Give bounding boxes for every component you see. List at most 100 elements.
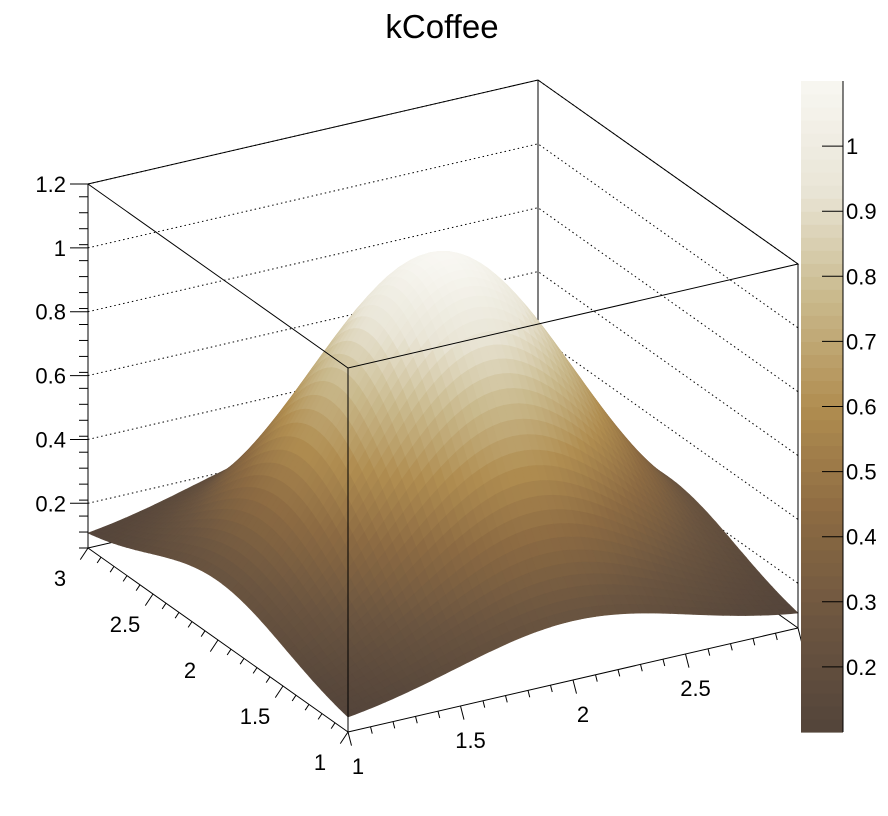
y-tick (330, 722, 336, 729)
y-tick (122, 575, 128, 582)
colorbar-band (801, 640, 843, 655)
z-gridline (87, 271, 799, 456)
colorbar-band (801, 159, 843, 173)
x-tick (685, 653, 690, 668)
x-tick-label: 1 (352, 754, 364, 779)
colorbar-band (801, 406, 843, 421)
colorbar-band (801, 224, 843, 238)
x-tick (482, 700, 486, 708)
colorbar-band (801, 211, 843, 225)
y-axis: 1 1.5 2 2.5 3 (54, 547, 349, 775)
colorbar-band (801, 393, 843, 408)
y-tick-label: 1.5 (240, 704, 271, 729)
colorbar-band (801, 302, 843, 316)
colorbar-band (801, 328, 843, 342)
y-tick (209, 639, 219, 652)
colorbar-tick-label: 0.3 (846, 590, 877, 615)
z-tick-label: 1 (54, 236, 66, 261)
y-tick (135, 584, 141, 591)
x-tick (572, 679, 577, 694)
y-tick (317, 713, 323, 720)
x-tick (437, 711, 441, 719)
colorbar-band (801, 120, 843, 134)
colorbar-band (801, 107, 843, 121)
y-tick (291, 694, 297, 702)
colorbar-band (801, 237, 843, 251)
colorbar-band (801, 146, 843, 160)
x-tick (640, 664, 643, 672)
x-tick (505, 695, 508, 703)
z-gridline (87, 79, 799, 265)
x-tick (797, 627, 802, 642)
colorbar-band (801, 198, 843, 212)
x-tick (415, 716, 418, 724)
x-tick-label: 2 (577, 702, 589, 727)
colorbar-tick-label: 0.6 (846, 395, 877, 420)
y-tick (339, 731, 349, 744)
colorbar-band (801, 250, 843, 264)
colorbar-band (801, 445, 843, 460)
y-tick-label: 2.5 (110, 612, 141, 637)
x-tick (775, 633, 778, 641)
chart-title: kCoffee (385, 8, 499, 45)
y-tick (109, 566, 115, 573)
colorbar-band (801, 692, 843, 707)
y-tick (174, 612, 180, 619)
z-gridline (87, 334, 799, 520)
y-tick (265, 676, 271, 683)
colorbar-tick-label: 0.2 (846, 655, 877, 680)
z-tick-label: 0.6 (35, 364, 66, 389)
x-tick (730, 643, 733, 651)
colorbar-band (801, 549, 843, 564)
y-tick-label: 1 (314, 750, 326, 775)
y-tick-label: 2 (184, 658, 196, 683)
colorbar-tick-label: 0.9 (846, 199, 877, 224)
colorbar-band (801, 588, 843, 603)
colorbar-band (801, 614, 843, 629)
x-tick (460, 705, 465, 720)
y-tick (96, 556, 102, 564)
colorbar-band (801, 341, 843, 355)
colorbar-tick-label: 0.5 (846, 460, 877, 485)
colorbar-band (801, 458, 843, 473)
x-tick (707, 648, 711, 656)
x-tick (617, 669, 621, 677)
y-tick (79, 547, 89, 560)
x-tick (752, 638, 756, 646)
y-tick (274, 685, 284, 698)
x-tick (662, 659, 666, 667)
colorbar-band (801, 419, 843, 434)
x-tick (527, 690, 531, 698)
y-tick (200, 630, 206, 637)
colorbar-band (801, 536, 843, 551)
colorbar-tick-label: 0.4 (846, 525, 877, 550)
y-tick (187, 621, 193, 628)
colorbar-band (801, 706, 843, 720)
colorbar-band (801, 263, 843, 277)
colorbar-band (801, 172, 843, 186)
colorbar-band (801, 484, 843, 499)
y-tick-label: 3 (54, 566, 66, 591)
z-tick-label: 0.8 (35, 300, 66, 325)
colorbar-band (801, 719, 843, 733)
colorbar-band (801, 523, 843, 538)
z-gridline (87, 143, 799, 329)
colorbar-band (801, 575, 843, 590)
colorbar-band (801, 380, 843, 395)
colorbar-band (801, 289, 843, 303)
colorbar-tick-label: 1 (846, 134, 858, 159)
x-tick (595, 674, 598, 682)
colorbar-band (801, 666, 843, 681)
colorbar-band (801, 94, 843, 108)
y-tick (226, 648, 232, 656)
z-gridline (87, 207, 799, 393)
colorbar-band (801, 471, 843, 486)
z-tick-label: 0.4 (35, 427, 66, 452)
y-tick (161, 602, 167, 610)
colorbar-band (801, 367, 843, 381)
colorbar-band (801, 510, 843, 525)
colorbar-band (801, 315, 843, 329)
x-tick (370, 726, 373, 734)
colorbar-band (801, 185, 843, 199)
